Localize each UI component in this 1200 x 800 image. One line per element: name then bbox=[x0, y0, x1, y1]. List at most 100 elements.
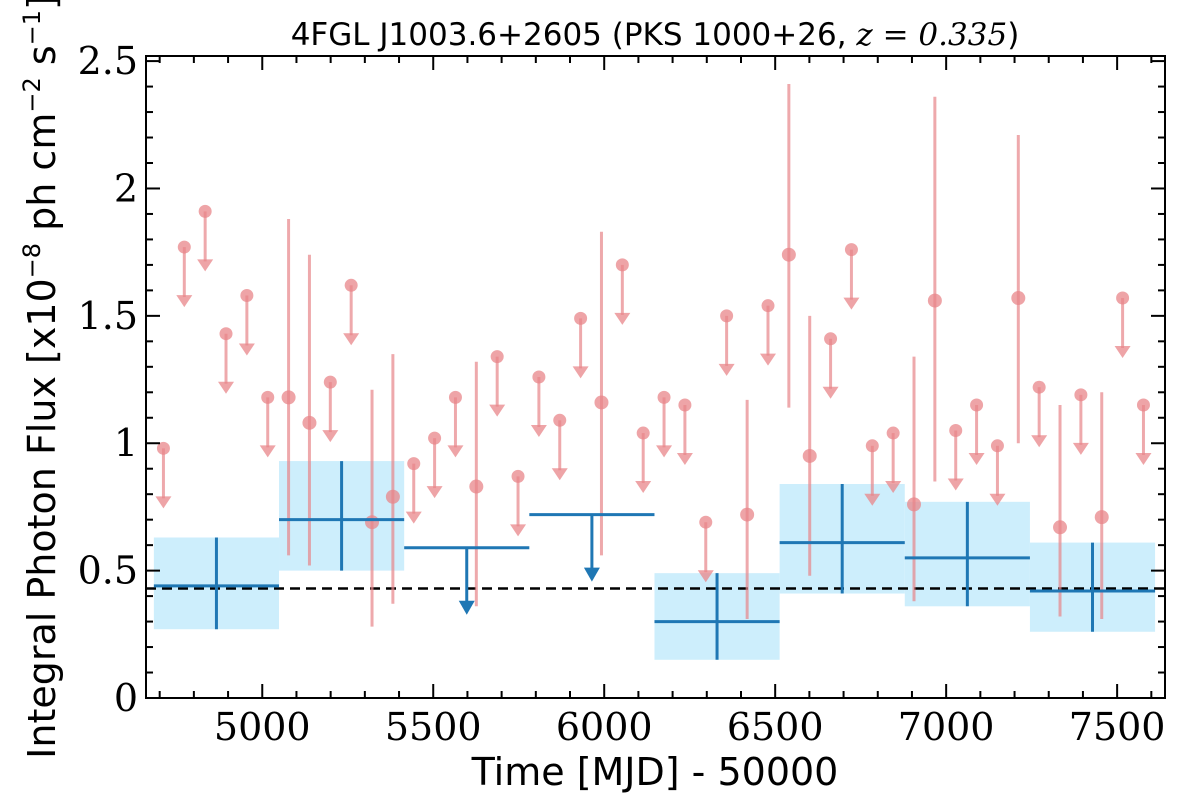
short-bin-upper-limit-arrow bbox=[197, 259, 214, 272]
short-bin-upper-limit-point bbox=[886, 426, 900, 440]
y-tick-label: 2 bbox=[114, 166, 138, 210]
short-bin-upper-limit-arrow bbox=[447, 445, 464, 458]
short-bin-upper-limit-point bbox=[949, 424, 963, 437]
short-bin-upper-limit-arrow bbox=[530, 425, 547, 437]
short-bin-point bbox=[302, 415, 317, 430]
short-bin-upper-limit-point bbox=[511, 469, 525, 483]
short-bin-upper-limit-arrow bbox=[635, 481, 652, 494]
long-bin-layer bbox=[153, 461, 1156, 660]
short-bin-point bbox=[781, 247, 796, 262]
short-bin-upper-limit-point bbox=[990, 439, 1004, 453]
short-bin-point bbox=[1011, 291, 1026, 306]
short-bin-upper-limit-point bbox=[720, 309, 734, 323]
short-bin-upper-limit-arrow bbox=[1114, 346, 1131, 359]
y-tick-labels: 0 0.5 1 1.5 2 2.5 bbox=[78, 39, 138, 720]
short-bin-upper-limit-arrow bbox=[218, 381, 235, 394]
short-bin-upper-limit-point bbox=[240, 288, 254, 302]
short-bin-upper-limit-point bbox=[615, 258, 629, 272]
short-bin-point bbox=[365, 515, 380, 530]
y-tick-label: 0.5 bbox=[78, 549, 138, 593]
short-bin-upper-limit-arrow bbox=[1072, 442, 1089, 455]
short-bin-upper-limit-point bbox=[1116, 291, 1130, 305]
short-bin-point bbox=[1053, 520, 1068, 535]
short-bin-upper-limit-arrow bbox=[322, 430, 339, 443]
short-bin-upper-limit-arrow bbox=[843, 297, 860, 310]
short-bin-upper-limit-arrow bbox=[489, 404, 506, 417]
y-axis-title: Integral Photon Flux [x10−8 ph cm−2 s−1] bbox=[18, 0, 64, 759]
x-tick-label: 5500 bbox=[385, 705, 482, 749]
short-bin-upper-limit-point bbox=[824, 332, 838, 346]
x-tick-label: 7000 bbox=[898, 705, 995, 749]
short-bin-upper-limit-point bbox=[323, 375, 337, 389]
short-bin-upper-limit-arrow bbox=[676, 453, 693, 466]
short-bin-point bbox=[1094, 510, 1109, 525]
short-bin-upper-limit-point bbox=[678, 398, 692, 412]
short-bin-upper-limit-arrow bbox=[614, 312, 631, 325]
x-tick-label: 6500 bbox=[727, 705, 824, 749]
short-bin-upper-limit-point bbox=[198, 204, 212, 218]
short-bin-upper-limit-arrow bbox=[343, 333, 360, 346]
x-tick-labels: 5000 5500 6000 6500 7000 7500 bbox=[214, 705, 1166, 749]
short-bin-point bbox=[281, 390, 296, 405]
short-bin-upper-limit-arrow bbox=[697, 570, 714, 583]
short-bin-point bbox=[802, 448, 817, 463]
short-bin-upper-limit-arrow bbox=[989, 493, 1006, 506]
short-bin-upper-limit-arrow bbox=[656, 445, 673, 458]
short-bin-upper-limit-arrow bbox=[155, 496, 172, 509]
short-bin-upper-limit-point bbox=[532, 370, 546, 384]
short-bin-upper-limit-point bbox=[970, 398, 984, 412]
plot-frame bbox=[145, 55, 1166, 699]
short-bin-point bbox=[385, 489, 400, 504]
y-tick-label: 2.5 bbox=[78, 39, 138, 83]
short-bin-upper-limit-point bbox=[699, 515, 713, 529]
short-bin-upper-limit-arrow bbox=[968, 453, 985, 466]
short-bin-upper-limit-point bbox=[761, 299, 775, 313]
x-tick-label: 6000 bbox=[556, 705, 653, 749]
short-bin-upper-limit-point bbox=[657, 390, 671, 404]
short-bin-upper-limit-arrow bbox=[405, 511, 422, 524]
short-bin-point bbox=[469, 479, 484, 494]
short-bin-upper-limit-point bbox=[865, 439, 879, 453]
short-bin-upper-limit-point bbox=[1136, 398, 1150, 412]
short-bin-upper-limit-point bbox=[261, 390, 275, 404]
short-bin-upper-limit-point bbox=[156, 441, 170, 455]
short-bin-upper-limit-arrow bbox=[718, 363, 735, 376]
short-bin-upper-limit-point bbox=[1032, 380, 1046, 394]
short-bin-upper-limit-point bbox=[428, 431, 442, 445]
y-tick-label: 1 bbox=[114, 421, 138, 465]
short-bin-point bbox=[907, 497, 922, 512]
short-bin-upper-limit-point bbox=[574, 311, 588, 325]
short-bin-upper-limit-arrow bbox=[238, 343, 255, 356]
y-tick-label: 1.5 bbox=[78, 294, 138, 338]
axis-ticks bbox=[146, 56, 1165, 699]
short-bin-upper-limit-arrow bbox=[885, 481, 902, 494]
short-bin-upper-limit-point bbox=[490, 350, 504, 364]
long-bin-band-layer bbox=[153, 461, 1156, 660]
y-tick-label: 0 bbox=[114, 676, 138, 720]
short-bin-upper-limit-point bbox=[344, 278, 358, 292]
short-bin-layer bbox=[155, 84, 1152, 627]
short-bin-upper-limit-point bbox=[553, 413, 567, 427]
short-bin-upper-limit-point bbox=[448, 390, 462, 404]
x-axis-title: Time [MJD] - 50000 bbox=[471, 750, 839, 794]
short-bin-upper-limit-point bbox=[407, 457, 421, 471]
short-bin-point bbox=[594, 395, 609, 410]
short-bin-upper-limit-arrow bbox=[1135, 453, 1152, 466]
short-bin-upper-limit-arrow bbox=[947, 478, 964, 491]
short-bin-upper-limit-arrow bbox=[864, 493, 881, 506]
short-bin-upper-limit-point bbox=[1074, 388, 1088, 402]
long-bin-upper-limit-arrow bbox=[583, 567, 600, 582]
short-bin-point bbox=[740, 507, 755, 522]
short-bin-point bbox=[927, 293, 942, 308]
short-bin-upper-limit-arrow bbox=[426, 486, 443, 499]
short-bin-upper-limit-arrow bbox=[259, 445, 276, 458]
short-bin-upper-limit-arrow bbox=[1031, 435, 1048, 448]
x-tick-label: 7500 bbox=[1069, 705, 1166, 749]
short-bin-upper-limit-point bbox=[844, 243, 858, 257]
long-bin-upper-limit-arrow bbox=[458, 600, 475, 615]
x-tick-label: 5000 bbox=[214, 705, 311, 749]
short-bin-upper-limit-arrow bbox=[760, 353, 777, 366]
short-bin-upper-limit-arrow bbox=[551, 468, 568, 481]
short-bin-upper-limit-arrow bbox=[572, 366, 589, 379]
